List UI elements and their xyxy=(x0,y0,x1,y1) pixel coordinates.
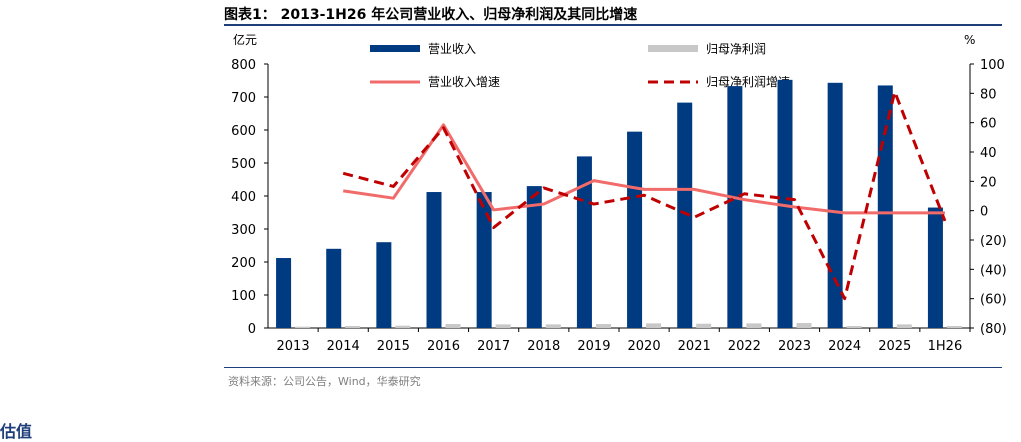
profit-bar xyxy=(646,323,662,328)
right-tick-label: (20) xyxy=(980,234,1007,249)
right-tick-label: 60 xyxy=(980,117,997,132)
axes: 0100200300400500600700800(80)(60)(40)(20… xyxy=(231,58,1007,354)
profit-bar xyxy=(896,324,912,328)
x-tick-label: 2016 xyxy=(427,339,460,354)
growth-lines xyxy=(342,90,947,301)
x-tick-label: 2018 xyxy=(527,339,560,354)
left-tick-label: 800 xyxy=(231,58,256,73)
left-tick-label: 0 xyxy=(248,322,256,337)
left-tick-label: 600 xyxy=(231,124,256,139)
legend-swatch-profit xyxy=(648,45,698,52)
profit-bar xyxy=(846,326,862,328)
legend-label-profit: 归母净利润 xyxy=(706,42,766,56)
x-tick-label: 2013 xyxy=(277,339,310,354)
revenue-growth-line xyxy=(342,123,945,215)
left-tick-label: 200 xyxy=(231,256,256,271)
revenue-bar xyxy=(727,86,743,328)
profit-bars xyxy=(295,323,962,328)
right-tick-label: 0 xyxy=(980,205,988,220)
legend-label-revenue-growth: 营业收入增速 xyxy=(428,75,500,89)
legend: 营业收入 归母净利润 营业收入增速 归母净利润增速 xyxy=(370,42,790,89)
title-rule xyxy=(224,24,1002,26)
profit-bar xyxy=(345,326,361,328)
revenue-bar xyxy=(827,82,843,328)
x-tick-label: 2014 xyxy=(327,339,360,354)
chart: 亿元 % 营业收入 归母净利润 营业收入增速 归母净利润增速 010020030… xyxy=(231,32,1007,354)
x-tick-label: 2019 xyxy=(577,339,610,354)
x-tick-label: 2024 xyxy=(828,339,861,354)
revenue-bar xyxy=(526,186,542,328)
revenue-bar xyxy=(777,79,793,328)
profit-bar xyxy=(746,323,762,328)
x-tick-label: 2020 xyxy=(628,339,661,354)
right-axis-unit: % xyxy=(964,33,975,47)
left-tick-label: 100 xyxy=(231,289,256,304)
source-note: 资料来源：公司公告，Wind，华泰研究 xyxy=(228,375,421,388)
revenue-bar xyxy=(927,207,943,328)
legend-swatch-revenue xyxy=(370,45,420,52)
right-tick-label: (60) xyxy=(980,293,1007,308)
left-tick-label: 300 xyxy=(231,223,256,238)
x-tick-label: 2023 xyxy=(778,339,811,354)
profit-bar xyxy=(545,324,561,328)
left-tick-label: 500 xyxy=(231,157,256,172)
x-tick-label: 2022 xyxy=(728,339,761,354)
profit-bar xyxy=(445,324,461,328)
revenue-bars xyxy=(276,79,943,328)
profit-bar xyxy=(796,323,812,328)
next-section-heading: 估值 xyxy=(0,422,33,441)
x-tick-label: 2025 xyxy=(878,339,911,354)
profit-bar xyxy=(595,324,611,328)
x-tick-label: 1H26 xyxy=(928,339,963,354)
left-axis-unit: 亿元 xyxy=(233,32,257,47)
right-tick-label: 80 xyxy=(980,87,997,102)
legend-label-profit-growth: 归母净利润增速 xyxy=(706,75,790,89)
legend-label-revenue: 营业收入 xyxy=(428,42,476,56)
profit-bar xyxy=(495,324,511,328)
profit-growth-line xyxy=(342,90,947,301)
chart-title: 图表1： 2013-1H26 年公司营业收入、归母净利润及其同比增速 xyxy=(224,7,638,23)
x-tick-label: 2017 xyxy=(477,339,510,354)
revenue-bar xyxy=(376,242,392,328)
revenue-bar xyxy=(426,192,442,328)
profit-bar xyxy=(295,326,311,328)
revenue-bar xyxy=(476,192,492,328)
revenue-bar xyxy=(677,102,693,328)
x-tick-label: 2015 xyxy=(377,339,410,354)
right-tick-label: (40) xyxy=(980,263,1007,278)
profit-bar xyxy=(946,326,962,328)
left-tick-label: 400 xyxy=(231,190,256,205)
left-tick-label: 700 xyxy=(231,91,256,106)
x-tick-label: 2021 xyxy=(678,339,711,354)
profit-bar xyxy=(395,325,411,328)
right-tick-label: 20 xyxy=(980,175,997,190)
right-tick-label: 100 xyxy=(980,58,1005,73)
profit-bar xyxy=(696,323,712,328)
revenue-bar xyxy=(627,131,643,328)
source-rule xyxy=(224,367,1002,368)
right-tick-label: 40 xyxy=(980,146,997,161)
revenue-bar xyxy=(276,258,292,328)
revenue-bar xyxy=(877,85,893,328)
right-tick-label: (80) xyxy=(980,322,1007,337)
revenue-bar xyxy=(326,248,342,328)
